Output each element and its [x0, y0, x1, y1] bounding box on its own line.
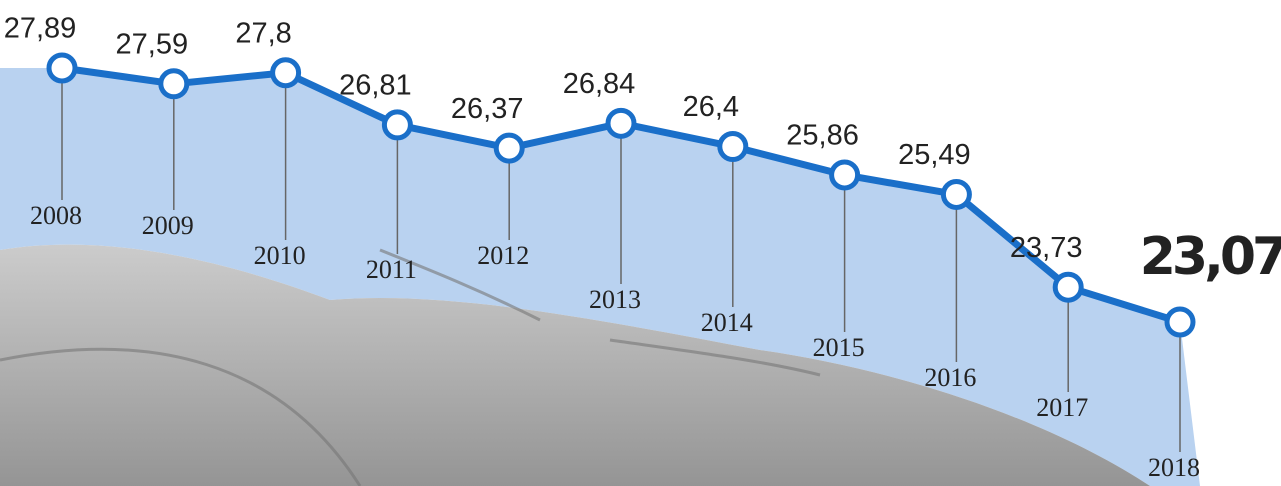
point	[940, 178, 972, 210]
point	[605, 107, 637, 139]
area-layer	[0, 68, 1200, 486]
fish-image	[0, 244, 1150, 486]
area-fill	[0, 68, 1200, 486]
x-tick-label: 2009	[142, 211, 194, 240]
value-label: 23,07	[1140, 227, 1281, 287]
x-tick-label: 2017	[1036, 393, 1088, 422]
point	[1052, 271, 1084, 303]
value-label: 26,4	[683, 91, 739, 123]
point	[381, 109, 413, 141]
value-label: 27,8	[235, 17, 291, 49]
x-tick-label: 2011	[366, 255, 417, 284]
point	[158, 68, 190, 100]
value-label: 26,37	[451, 93, 524, 125]
value-label: 26,81	[339, 70, 412, 102]
fish-fin	[0, 248, 821, 486]
x-tick-label: 2013	[589, 285, 641, 314]
x-tick-label: 2018	[1148, 453, 1200, 482]
x-tick-label: 2008	[30, 201, 82, 230]
point	[46, 52, 78, 84]
plot: 2008 2009 2010 2011 2012 2013 2014 2015 2016 2017…	[4, 13, 1281, 482]
x-tick-label: 2010	[254, 241, 306, 270]
x-tick-label: 2014	[701, 308, 753, 337]
value-label: 27,59	[116, 28, 189, 60]
value-label: 27,89	[4, 13, 77, 45]
x-tick-label: 2016	[924, 363, 976, 392]
x-tick-label: 2015	[813, 333, 865, 362]
value-label: 23,73	[1010, 232, 1083, 264]
value-label: 26,84	[563, 68, 636, 100]
x-tick-label: 2012	[477, 241, 529, 270]
point	[829, 159, 861, 191]
value-label: 25,86	[786, 120, 859, 152]
value-label: 25,49	[898, 139, 971, 171]
point	[270, 57, 302, 89]
point	[1164, 306, 1196, 338]
point	[493, 132, 525, 164]
point	[717, 131, 749, 163]
